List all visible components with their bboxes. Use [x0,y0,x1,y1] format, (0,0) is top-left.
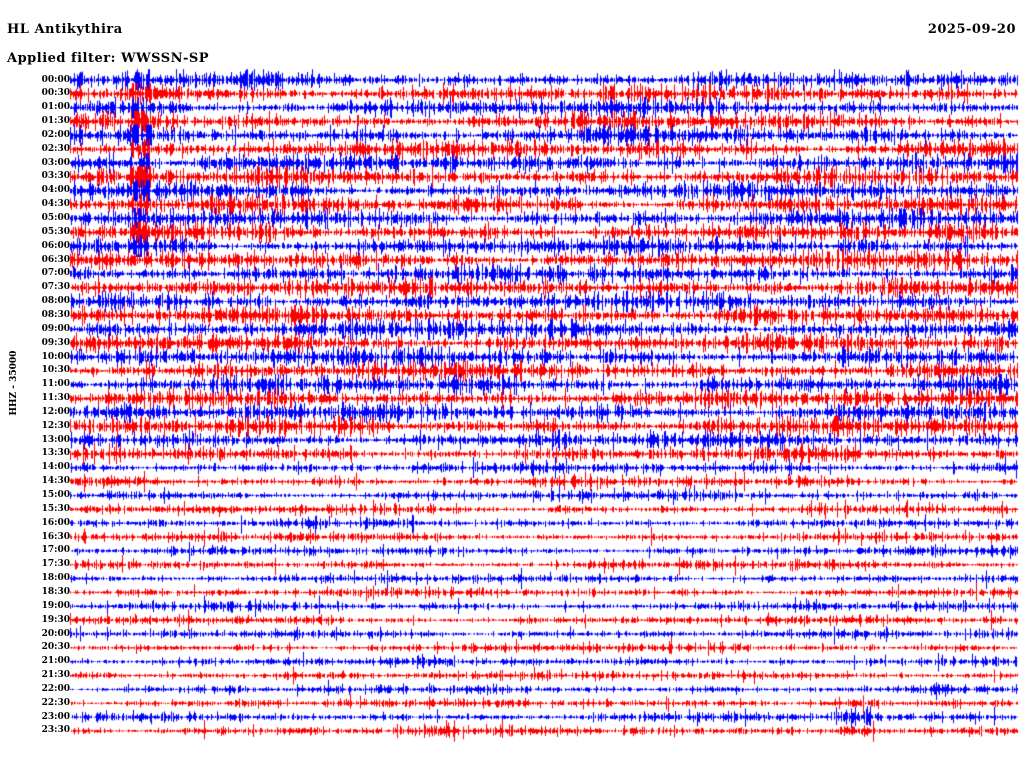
time-tick: 04:00 [41,185,70,196]
time-tick: 03:30 [41,171,70,182]
time-tick: 23:00 [41,711,70,722]
time-tick: 19:00 [41,600,70,611]
time-tick: 23:30 [41,725,70,736]
time-tick: 14:30 [41,476,70,487]
time-tick: 22:00 [41,683,70,694]
time-tick: 04:30 [41,199,70,210]
time-tick: 19:30 [41,614,70,625]
time-tick: 20:00 [41,628,70,639]
time-tick: 08:00 [41,296,70,307]
station-title: HL Antikythira [7,22,123,37]
time-tick: 10:00 [41,351,70,362]
time-tick: 18:30 [41,586,70,597]
time-tick: 03:00 [41,157,70,168]
time-tick: 02:30 [41,143,70,154]
time-tick: 05:00 [41,213,70,223]
time-tick: 05:30 [41,226,70,237]
time-tick: 09:30 [41,337,70,348]
time-tick: 16:00 [41,517,70,528]
time-tick: 06:30 [41,254,70,265]
time-tick: 12:00 [41,406,70,417]
time-tick: 20:30 [41,642,70,653]
time-tick: 18:00 [41,573,70,584]
applied-filter-label: Applied filter: WWSSN-SP [7,51,210,66]
time-tick: 11:00 [41,379,70,390]
time-tick: 21:30 [41,670,70,681]
time-tick: 08:30 [41,309,70,320]
time-tick: 02:00 [41,129,70,140]
time-tick: 17:30 [41,559,70,570]
time-tick: 12:30 [41,420,70,431]
date-label: 2025-09-20 [927,22,1016,37]
time-tick: 17:00 [41,545,70,556]
time-tick: 07:30 [41,282,70,293]
time-tick: 11:30 [41,393,70,404]
time-axis: 00:00 00:30 01:00 01:30 02:00 02:30 03:00 03:30… [0,0,70,780]
time-tick: 14:00 [41,462,70,473]
time-tick: 10:30 [41,365,70,376]
time-tick: 21:00 [41,656,70,667]
time-tick: 09:00 [41,323,70,334]
time-tick: 06:00 [41,240,70,251]
time-tick: 00:00 [41,74,70,85]
time-tick: 13:30 [41,448,70,459]
y-axis-label: HHZ - 35000 [9,350,19,416]
time-tick: 16:30 [41,531,70,542]
time-tick: 07:00 [41,268,70,279]
time-tick: 22:30 [41,697,70,708]
time-tick: 01:00 [41,102,70,113]
time-tick: 13:00 [41,434,70,445]
time-tick: 15:00 [41,490,70,500]
time-tick: 01:30 [41,116,70,127]
time-tick: 00:30 [41,88,70,99]
time-tick: 15:30 [41,503,70,514]
